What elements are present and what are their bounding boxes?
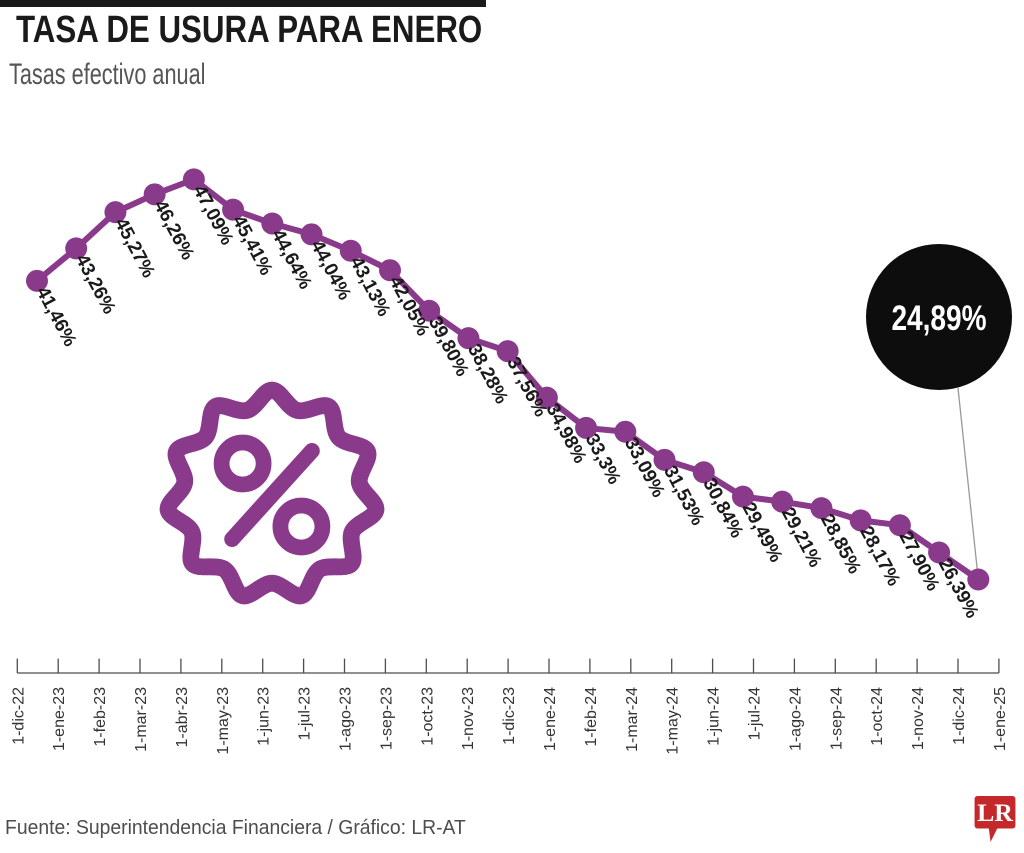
svg-text:1-mar-24: 1-mar-24 [624,687,641,752]
svg-text:1-feb-23: 1-feb-23 [92,687,109,747]
svg-text:1-oct-24: 1-oct-24 [869,687,886,746]
svg-text:1-dic-22: 1-dic-22 [10,687,27,745]
svg-text:41,46%: 41,46% [32,283,81,350]
svg-text:1-nov-23: 1-nov-23 [460,687,477,750]
svg-text:1-mar-23: 1-mar-23 [133,687,150,752]
svg-text:1-feb-24: 1-feb-24 [583,687,600,747]
svg-text:24,89%: 24,89% [891,298,986,338]
svg-text:1-ene-24: 1-ene-24 [542,687,559,751]
svg-text:43,26%: 43,26% [71,251,120,318]
svg-text:1-abr-23: 1-abr-23 [174,687,191,748]
svg-text:1-nov-24: 1-nov-24 [910,687,927,750]
svg-text:1-ago-23: 1-ago-23 [338,687,355,751]
svg-text:1-may-24: 1-may-24 [665,687,682,755]
svg-text:46,26%: 46,26% [149,197,198,264]
svg-text:1-ene-25: 1-ene-25 [992,687,1009,751]
svg-text:1-oct-23: 1-oct-23 [419,687,436,746]
svg-text:1-sep-24: 1-sep-24 [828,687,845,750]
svg-text:1-jul-24: 1-jul-24 [747,687,764,740]
svg-text:1-jun-23: 1-jun-23 [256,687,273,746]
svg-text:1-ago-24: 1-ago-24 [787,687,804,751]
svg-text:1-jul-23: 1-jul-23 [297,687,314,740]
svg-text:1-sep-23: 1-sep-23 [378,687,395,750]
svg-text:1-jun-24: 1-jun-24 [706,687,723,746]
svg-text:1-may-23: 1-may-23 [215,687,232,755]
svg-text:45,27%: 45,27% [110,215,159,282]
svg-text:1-dic-23: 1-dic-23 [501,687,518,745]
svg-text:1-dic-24: 1-dic-24 [951,687,968,745]
svg-text:1-ene-23: 1-ene-23 [51,687,68,751]
